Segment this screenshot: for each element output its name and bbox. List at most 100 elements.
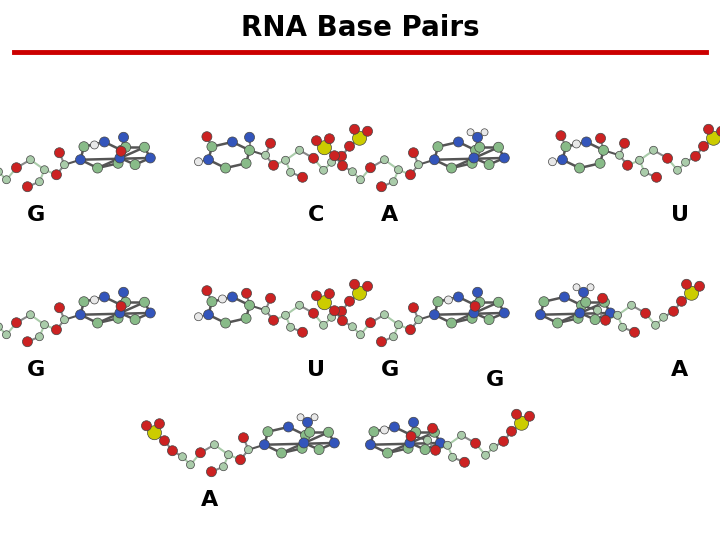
Text: G: G	[486, 370, 504, 390]
Circle shape	[155, 418, 164, 429]
Circle shape	[93, 163, 102, 173]
Circle shape	[415, 161, 423, 168]
Circle shape	[297, 327, 307, 338]
Circle shape	[228, 137, 238, 147]
Text: C: C	[308, 205, 324, 225]
Circle shape	[405, 438, 415, 448]
Circle shape	[27, 156, 35, 164]
Circle shape	[636, 156, 644, 164]
Circle shape	[498, 436, 508, 446]
Circle shape	[431, 446, 441, 455]
Circle shape	[472, 287, 482, 297]
Circle shape	[459, 457, 469, 467]
Circle shape	[444, 296, 452, 304]
Circle shape	[287, 323, 294, 331]
Circle shape	[261, 306, 269, 314]
Circle shape	[284, 422, 294, 432]
Circle shape	[309, 153, 318, 163]
Circle shape	[582, 137, 591, 147]
Circle shape	[410, 427, 420, 437]
Circle shape	[329, 438, 339, 448]
Circle shape	[536, 310, 546, 320]
Text: G: G	[381, 360, 399, 380]
Circle shape	[348, 168, 356, 176]
Circle shape	[433, 296, 443, 307]
Text: G: G	[27, 205, 45, 225]
Circle shape	[93, 318, 102, 328]
Circle shape	[348, 323, 356, 330]
Circle shape	[241, 288, 251, 298]
Circle shape	[446, 163, 456, 173]
Circle shape	[27, 310, 35, 319]
Circle shape	[590, 315, 600, 325]
Circle shape	[474, 297, 485, 307]
Circle shape	[302, 417, 312, 427]
Circle shape	[218, 295, 227, 303]
Circle shape	[35, 333, 43, 341]
Circle shape	[12, 163, 22, 173]
Circle shape	[380, 156, 389, 164]
Circle shape	[148, 426, 161, 440]
Circle shape	[295, 301, 304, 309]
Circle shape	[353, 286, 366, 300]
Circle shape	[119, 132, 129, 142]
Circle shape	[454, 137, 464, 147]
Circle shape	[695, 281, 705, 291]
Circle shape	[220, 318, 230, 328]
Circle shape	[207, 296, 217, 307]
Circle shape	[245, 300, 255, 310]
Circle shape	[575, 163, 585, 173]
Circle shape	[363, 281, 372, 291]
Circle shape	[430, 427, 439, 437]
Circle shape	[121, 297, 131, 307]
Circle shape	[269, 160, 279, 170]
Circle shape	[228, 292, 238, 302]
Circle shape	[194, 313, 202, 321]
Circle shape	[0, 323, 2, 330]
Circle shape	[539, 296, 549, 307]
Circle shape	[60, 161, 68, 168]
Circle shape	[297, 414, 304, 421]
Circle shape	[484, 315, 494, 325]
Circle shape	[369, 427, 379, 437]
Circle shape	[559, 292, 570, 302]
Circle shape	[22, 182, 32, 192]
Circle shape	[556, 131, 566, 141]
Circle shape	[299, 438, 309, 448]
Circle shape	[314, 444, 324, 455]
Circle shape	[600, 297, 610, 307]
Circle shape	[470, 301, 480, 311]
Circle shape	[51, 170, 61, 180]
Circle shape	[690, 151, 701, 161]
Circle shape	[76, 155, 86, 165]
Circle shape	[345, 296, 354, 306]
Circle shape	[469, 153, 479, 163]
Circle shape	[263, 427, 273, 437]
Circle shape	[356, 176, 364, 184]
Circle shape	[55, 303, 65, 313]
Circle shape	[613, 311, 621, 319]
Circle shape	[287, 168, 294, 176]
Circle shape	[338, 161, 348, 171]
Circle shape	[300, 430, 310, 440]
Circle shape	[366, 318, 375, 328]
Circle shape	[403, 443, 413, 453]
Circle shape	[428, 423, 438, 433]
Circle shape	[238, 433, 248, 443]
Circle shape	[353, 131, 366, 145]
Circle shape	[117, 300, 127, 310]
Circle shape	[266, 138, 276, 149]
Text: A: A	[671, 360, 688, 380]
Circle shape	[115, 308, 125, 318]
Circle shape	[593, 306, 601, 314]
Circle shape	[338, 316, 348, 326]
Circle shape	[677, 296, 687, 306]
Circle shape	[99, 137, 109, 147]
Circle shape	[282, 311, 289, 319]
Circle shape	[140, 297, 150, 307]
Circle shape	[682, 279, 691, 289]
Circle shape	[587, 284, 594, 291]
Circle shape	[682, 158, 690, 166]
Circle shape	[706, 131, 720, 145]
Circle shape	[577, 300, 587, 310]
